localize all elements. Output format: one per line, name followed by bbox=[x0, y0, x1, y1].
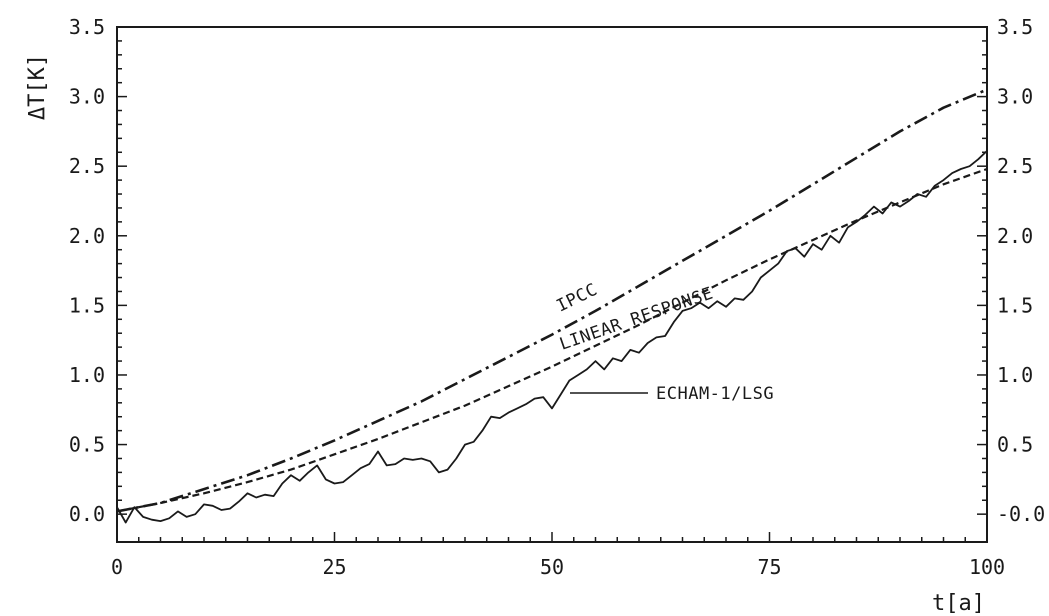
right-y-tick-label: 2.5 bbox=[997, 154, 1033, 178]
right-y-tick-label: 1.0 bbox=[997, 363, 1033, 387]
series-label-echam: ECHAM-1/LSG bbox=[656, 384, 774, 404]
right-y-tick-label: 3.0 bbox=[997, 85, 1033, 109]
series-layer bbox=[116, 88, 988, 524]
right-y-tick-label: 1.5 bbox=[997, 293, 1033, 317]
y-tick-label: 1.5 bbox=[69, 293, 105, 317]
x-tick-label: 0 bbox=[111, 555, 123, 579]
y-tick-label: 0.5 bbox=[69, 433, 105, 457]
y-tick-label: 1.0 bbox=[69, 363, 105, 387]
left-y-axis: 0.0 0.5 1.0 1.5 2.0 2.5 3.0 3.5 bbox=[69, 15, 127, 526]
y-axis-label: ΔT[K] bbox=[25, 54, 50, 120]
y-tick-label: 3.0 bbox=[69, 85, 105, 109]
series-line bbox=[116, 88, 988, 513]
x-axis: 0 25 50 75 100 bbox=[111, 532, 1005, 579]
x-tick-label: 50 bbox=[540, 555, 564, 579]
right-y-tick-label: 3.5 bbox=[997, 15, 1033, 39]
right-y-axis: -0.0 0.5 1.0 1.5 2.0 2.5 3.0 3.5 bbox=[977, 15, 1045, 526]
series-line bbox=[116, 167, 988, 513]
y-tick-label: 0.0 bbox=[69, 502, 105, 526]
right-y-tick-label: 2.0 bbox=[997, 224, 1033, 248]
series-line bbox=[116, 150, 988, 524]
right-y-tick-label: 0.5 bbox=[997, 433, 1033, 457]
right-y-tick-label: -0.0 bbox=[997, 502, 1045, 526]
x-tick-label: 75 bbox=[757, 555, 781, 579]
y-tick-label: 2.0 bbox=[69, 224, 105, 248]
y-tick-label: 3.5 bbox=[69, 15, 105, 39]
x-tick-label: 100 bbox=[969, 555, 1005, 579]
x-axis-label: t[a] bbox=[932, 591, 985, 616]
x-tick-label: 25 bbox=[322, 555, 346, 579]
y-tick-label: 2.5 bbox=[69, 154, 105, 178]
plot-frame bbox=[116, 26, 988, 543]
